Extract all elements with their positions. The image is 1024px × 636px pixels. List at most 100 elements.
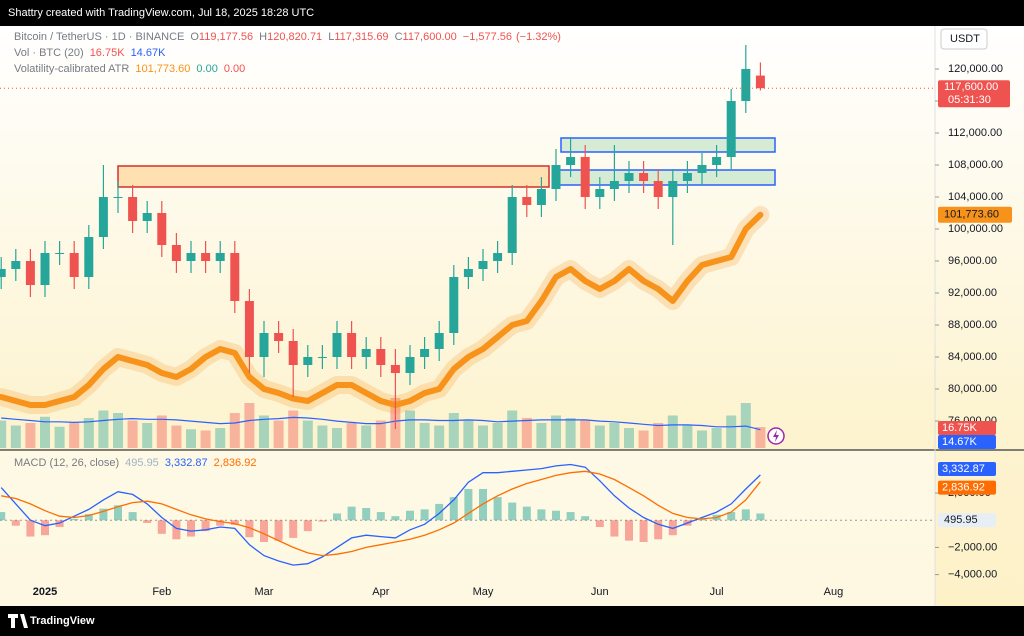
histogram-bar bbox=[99, 508, 108, 521]
footer-logo[interactable]: TradingView bbox=[30, 615, 95, 627]
atr-line bbox=[0, 211, 764, 408]
volume-bar bbox=[259, 415, 269, 448]
volume-bar bbox=[98, 410, 109, 448]
volume-bar bbox=[624, 428, 634, 448]
legend: Bitcoin / TetherUS · 1D · BINANCE O119,17… bbox=[14, 31, 561, 43]
y-tick-label: 104,000.00 bbox=[948, 191, 1003, 203]
candle-body bbox=[755, 75, 765, 89]
candle-body bbox=[201, 253, 211, 261]
histogram-bar bbox=[449, 497, 458, 521]
histogram-bar bbox=[581, 516, 590, 521]
histogram-bar bbox=[289, 520, 298, 538]
histogram-bar bbox=[508, 502, 517, 521]
candle-body bbox=[230, 253, 240, 301]
candle-body bbox=[493, 253, 503, 261]
histogram-label: 495.95 bbox=[944, 514, 978, 526]
candle-body bbox=[347, 333, 357, 357]
candle-body bbox=[259, 333, 269, 357]
legend-value: 14.67K bbox=[131, 47, 167, 59]
volume-bar bbox=[25, 423, 36, 448]
volume-bar bbox=[83, 418, 94, 448]
volume-bar bbox=[711, 428, 722, 448]
histogram-bar bbox=[333, 513, 341, 521]
atr-label: 101,773.60 bbox=[944, 209, 999, 221]
legend-value: 495.95 bbox=[125, 457, 159, 469]
alert-bolt bbox=[773, 430, 779, 442]
ohlc-value: 117,315.69 bbox=[334, 31, 388, 43]
volume-bar bbox=[667, 415, 678, 448]
candle-body bbox=[682, 173, 692, 181]
x-tick-label: Jul bbox=[710, 586, 724, 598]
histogram-bar bbox=[391, 516, 400, 521]
y-tick-label: −4,000.00 bbox=[948, 569, 997, 581]
legend-value: 0.00 bbox=[224, 63, 245, 75]
price-badge bbox=[938, 80, 1010, 108]
volume-bar bbox=[580, 420, 591, 448]
volume-bar bbox=[113, 413, 123, 448]
candle-body bbox=[215, 253, 225, 261]
y-tick-label: 112,000.00 bbox=[948, 127, 1002, 139]
histogram-bar bbox=[216, 520, 225, 526]
histogram-bar bbox=[698, 518, 706, 521]
volume-bar bbox=[682, 425, 693, 448]
macd-line bbox=[1, 470, 761, 557]
histogram-bar bbox=[756, 513, 765, 521]
candle-body bbox=[317, 357, 327, 358]
volume-bar bbox=[332, 428, 342, 448]
volume-label: 16.75K bbox=[942, 422, 978, 434]
change: −1,577.56 bbox=[463, 31, 512, 43]
candle-body bbox=[69, 253, 79, 277]
candle-body bbox=[376, 349, 386, 365]
currency-label[interactable]: USDT bbox=[950, 33, 980, 45]
volume-bar bbox=[492, 423, 503, 448]
candle-body bbox=[303, 357, 313, 365]
ohlc-key: L bbox=[328, 31, 334, 43]
candle-body bbox=[522, 197, 532, 205]
volume-bar bbox=[40, 416, 50, 448]
volume-bar bbox=[346, 423, 357, 448]
volume-bar bbox=[521, 418, 532, 448]
histogram-bar bbox=[157, 520, 166, 534]
candle-body bbox=[507, 197, 517, 253]
volume-bar bbox=[186, 429, 196, 448]
candle-body bbox=[449, 277, 459, 333]
candle-body bbox=[171, 245, 181, 261]
volume-bar bbox=[273, 420, 284, 448]
y-tick-label: 108,000.00 bbox=[948, 159, 1003, 171]
volume-bar bbox=[448, 413, 459, 448]
volume-bar bbox=[69, 423, 80, 448]
volume-bar bbox=[156, 415, 167, 448]
candle-body bbox=[142, 213, 152, 221]
signal-label-badge bbox=[938, 480, 996, 495]
volume-ma-label: 14.67K bbox=[942, 436, 978, 448]
atr-badge bbox=[938, 206, 1012, 223]
candle-body bbox=[668, 181, 678, 197]
histogram-bar bbox=[114, 505, 122, 521]
x-tick-label: 2025 bbox=[33, 586, 57, 598]
histogram-bar bbox=[552, 510, 560, 521]
legend-value: 2,836.92 bbox=[214, 457, 257, 469]
currency-button[interactable] bbox=[940, 28, 988, 50]
histogram-bar bbox=[318, 520, 327, 522]
histogram-bar bbox=[610, 520, 619, 537]
x-tick-label: Mar bbox=[255, 586, 274, 598]
histogram-bar bbox=[11, 520, 20, 526]
candle-body bbox=[98, 197, 108, 237]
macd-label-badge bbox=[938, 461, 996, 476]
histogram-bar bbox=[654, 520, 663, 540]
x-tick-label: Feb bbox=[152, 586, 171, 598]
histogram-bar bbox=[41, 520, 49, 536]
volume-label-badge bbox=[938, 421, 996, 435]
histogram-bar bbox=[260, 520, 268, 542]
volume-bar bbox=[375, 420, 386, 448]
volume-bar bbox=[653, 423, 664, 448]
candle-body bbox=[653, 181, 663, 197]
volume-ma-label-badge bbox=[938, 435, 996, 449]
histogram-bar bbox=[639, 520, 648, 542]
candle-body bbox=[128, 197, 138, 221]
volume-ma-line bbox=[1, 416, 761, 431]
candle-body bbox=[726, 101, 736, 157]
volume-bar bbox=[244, 403, 255, 448]
volume-bar bbox=[697, 430, 707, 448]
histogram-bar bbox=[128, 512, 137, 521]
